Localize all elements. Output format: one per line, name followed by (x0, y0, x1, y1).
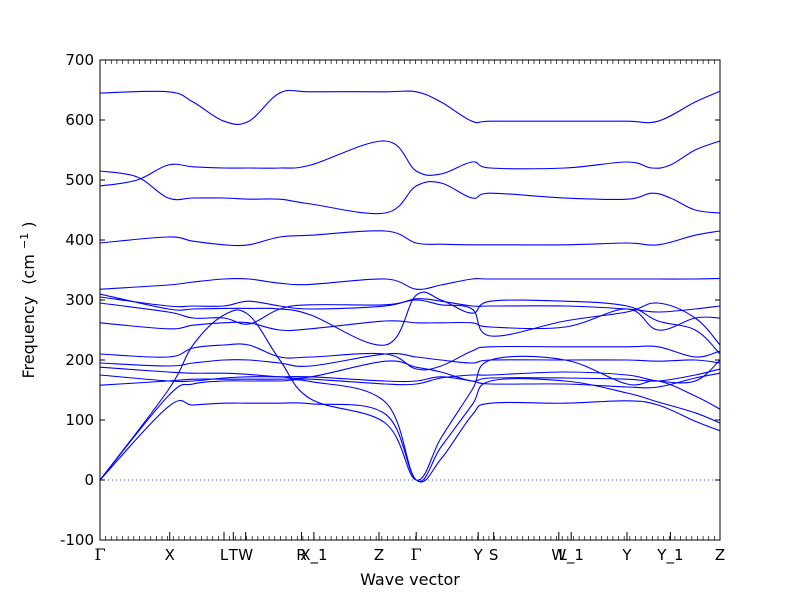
x-high-symmetry-label: Z (715, 546, 725, 564)
x-axis-title: Wave vector (360, 570, 460, 589)
band-line-7 (100, 353, 720, 367)
band-line-11 (100, 296, 720, 313)
x-high-symmetry-label: S (489, 546, 499, 564)
y-tick-label: 100 (65, 411, 94, 429)
x-high-symmetry-label: X (165, 546, 175, 564)
x-high-symmetry-label: X_1 (300, 546, 327, 565)
band-line-1 (100, 399, 720, 483)
x-high-symmetry-label: Γ (411, 545, 422, 564)
y-tick-label: 700 (65, 51, 94, 69)
y-tick-label: 600 (65, 111, 94, 129)
y-tick-label: 400 (65, 231, 94, 249)
band-line-13 (100, 277, 720, 290)
band-line-5 (100, 372, 720, 389)
x-high-symmetry-label: Y (473, 546, 484, 564)
y-axis-title-text: Frequency (19, 296, 38, 379)
y-axis-title: Frequency (cm −1 ) (18, 221, 39, 378)
band-line-3 (100, 309, 720, 481)
y-axis-unit: (cm (19, 254, 38, 285)
y-axis-unit-exponent: −1 (18, 233, 31, 249)
y-tick-label: 500 (65, 171, 94, 189)
x-high-symmetry-label: Z (374, 546, 384, 564)
band-line-15 (100, 170, 720, 215)
plot-frame (99, 59, 721, 541)
band-line-17 (100, 89, 720, 125)
band-line-14 (100, 230, 720, 247)
y-axis-ticks: -100 0 100 200 300 400 500 600 700 (60, 51, 720, 549)
x-high-symmetry-label: T (228, 546, 239, 564)
y-tick-label: 200 (65, 351, 94, 369)
x-high-symmetry-label: Γ (94, 545, 105, 564)
x-high-symmetry-label: W (551, 546, 566, 564)
band-line-6 (100, 360, 720, 382)
x-high-symmetry-label: L (220, 546, 229, 564)
y-tick-label: 300 (65, 291, 94, 309)
band-line-8 (100, 343, 720, 371)
x-axis-ticks: Γ X L T W RX_1 Z Γ Y S WL_1 Y Y_1 Z (94, 60, 725, 565)
x-high-symmetry-label: Y (621, 546, 632, 564)
x-high-symmetry-label: Y_1 (656, 546, 683, 565)
x-high-symmetry-label: L_1 (558, 546, 583, 565)
band-lines (100, 89, 720, 483)
y-axis-unit-close: ) (19, 221, 38, 227)
band-line-9 (100, 308, 720, 332)
band-line-16 (100, 140, 720, 187)
band-line-12 (100, 291, 720, 355)
x-high-symmetry-label: R (296, 546, 306, 564)
band-line-2 (100, 377, 720, 483)
y-tick-label: 0 (84, 471, 94, 489)
x-high-symmetry-label: W (238, 546, 253, 564)
y-tick-label: -100 (60, 531, 94, 549)
